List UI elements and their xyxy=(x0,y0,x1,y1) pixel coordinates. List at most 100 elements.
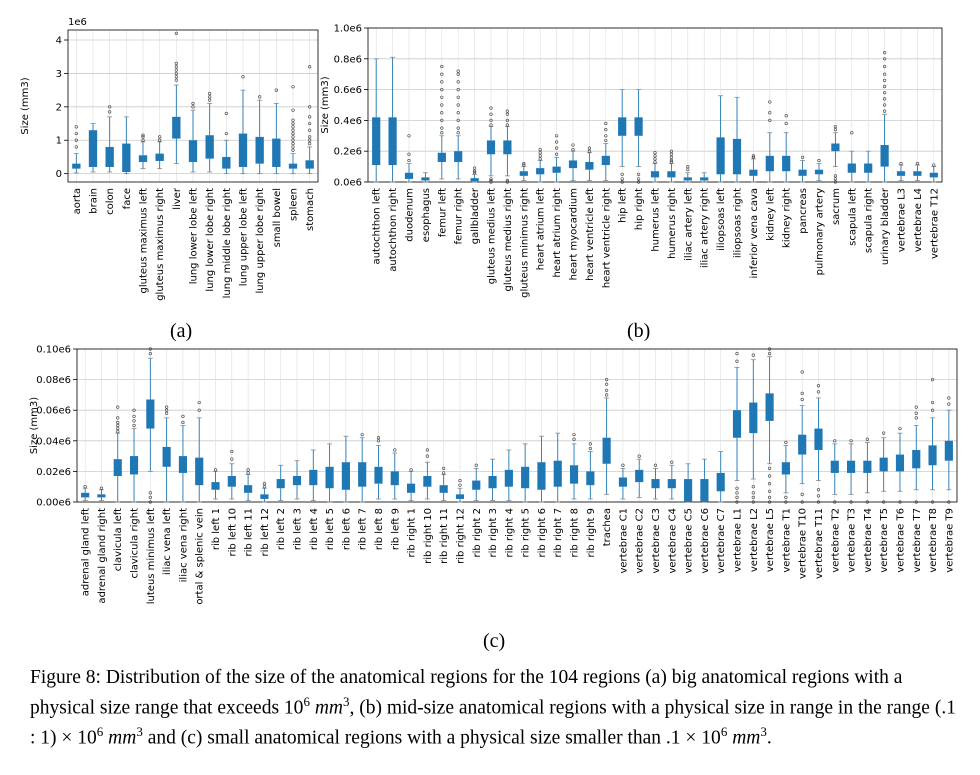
x-tick-label: rib right 12 xyxy=(455,508,466,564)
box-vertebrae-l4 xyxy=(913,161,922,181)
outlier-point xyxy=(224,111,228,116)
outlier-point xyxy=(191,101,195,106)
box-vertebrae-l5 xyxy=(765,347,774,504)
box-iqr xyxy=(553,460,562,487)
outlier-point xyxy=(148,351,152,356)
outlier-point xyxy=(816,390,821,394)
outlier-point xyxy=(174,71,178,76)
box-iqr xyxy=(439,485,448,493)
x-tick-label: gallbladder xyxy=(470,187,481,244)
box-iqr xyxy=(601,155,610,166)
box-iqr xyxy=(227,475,236,487)
x-tick-label: femur left xyxy=(437,188,448,237)
y-tick-label: 0.0e6 xyxy=(334,178,362,189)
outlier-point xyxy=(308,115,312,119)
box-iqr xyxy=(504,469,513,487)
x-tick-label: clavicula right xyxy=(130,508,141,579)
outlier-point xyxy=(865,437,869,441)
outlier-point xyxy=(291,138,295,142)
outlier-point xyxy=(291,131,295,136)
box-iqr xyxy=(519,171,528,176)
box-vertebrae-t10 xyxy=(798,370,807,504)
x-tick-label: rib left 7 xyxy=(358,508,369,550)
outlier-point xyxy=(213,468,218,472)
box-liver xyxy=(172,31,181,165)
x-tick-label: vertebrae T3 xyxy=(847,508,858,573)
box-rib-left-10 xyxy=(227,449,236,500)
outlier-point xyxy=(99,486,104,490)
outlier-point xyxy=(784,114,788,118)
outlier-point xyxy=(148,347,152,351)
outlier-point xyxy=(767,482,772,486)
outlier-point xyxy=(258,95,262,99)
x-tick-label: rib right 6 xyxy=(537,508,548,557)
outlier-point xyxy=(291,118,295,122)
box-vertebrae-c3 xyxy=(651,463,660,500)
box-vertebrae-t7 xyxy=(912,405,921,504)
outlier-point xyxy=(930,400,935,405)
outlier-point xyxy=(801,155,805,159)
caption-sup-6: 3 xyxy=(760,723,767,739)
box-iqr xyxy=(325,466,334,489)
outlier-point xyxy=(116,423,120,428)
panel-a: 0 1 2 3 4 1e6 Size (mm3) aorta brain colon face glu… xyxy=(0,0,330,324)
outlier-point xyxy=(653,463,658,467)
outlier-point xyxy=(898,426,902,431)
outlier-point xyxy=(489,123,493,127)
box-iqr xyxy=(88,130,98,167)
box-iqr xyxy=(798,169,807,176)
x-tick-label: femur right xyxy=(454,188,465,245)
outlier-point xyxy=(489,178,493,183)
box-iqr xyxy=(292,475,302,486)
x-tick-label: rib left 8 xyxy=(374,508,385,550)
outlier-point xyxy=(174,31,178,35)
x-tick-label: aorta xyxy=(72,188,83,214)
outlier-point xyxy=(165,405,169,409)
box-iqr xyxy=(421,177,430,181)
x-tick-label: gluteus minimus left xyxy=(146,508,157,605)
outlier-point xyxy=(505,123,509,127)
outlier-point xyxy=(751,155,756,159)
box-iqr xyxy=(138,155,148,162)
outlier-point xyxy=(132,423,136,428)
y-tick-label: 4 xyxy=(56,36,62,47)
box-iqr xyxy=(716,137,725,175)
x-tick-label: liver xyxy=(172,187,183,210)
outlier-point xyxy=(158,138,162,142)
y-tick-label: 0.4e6 xyxy=(334,116,362,127)
outlier-point xyxy=(800,391,804,395)
box-iqr xyxy=(944,440,953,461)
outlier-point xyxy=(489,177,493,181)
caption-unit-3: mm xyxy=(727,727,761,748)
x-tick-label: rib right 3 xyxy=(488,508,499,557)
box-iqr xyxy=(684,479,693,502)
y-tick-label: 0.06e6 xyxy=(36,406,71,417)
box-scapula-left xyxy=(847,131,856,183)
box-iqr xyxy=(472,480,481,490)
box-iqr xyxy=(716,472,725,492)
outlier-point xyxy=(817,158,821,163)
box-iqr xyxy=(864,163,873,173)
box-heart-myocardium xyxy=(568,143,578,181)
box-iqr xyxy=(650,171,660,178)
box-iqr xyxy=(521,466,530,489)
x-tick-label: vertebrae T8 xyxy=(928,508,939,573)
outlier-point xyxy=(669,149,674,153)
box-iqr xyxy=(732,410,742,438)
box-rib-left-3 xyxy=(292,460,302,500)
outlier-point xyxy=(882,431,886,435)
box-rib-left-7 xyxy=(358,433,367,503)
outlier-point xyxy=(800,397,804,402)
outlier-point xyxy=(116,420,120,425)
box-iqr xyxy=(407,483,416,493)
x-tick-label: stomach xyxy=(305,188,316,231)
outlier-point xyxy=(456,118,460,122)
outlier-point xyxy=(474,463,478,467)
box-autochthon-left xyxy=(372,58,381,183)
y-tick-label: 0.04e6 xyxy=(36,436,71,447)
x-tick-label: rib right 10 xyxy=(423,508,434,564)
box-iliac-vena-right xyxy=(178,414,187,503)
outlier-point xyxy=(604,134,608,138)
outlier-point xyxy=(376,439,381,443)
caption-text-4: . xyxy=(766,727,772,748)
